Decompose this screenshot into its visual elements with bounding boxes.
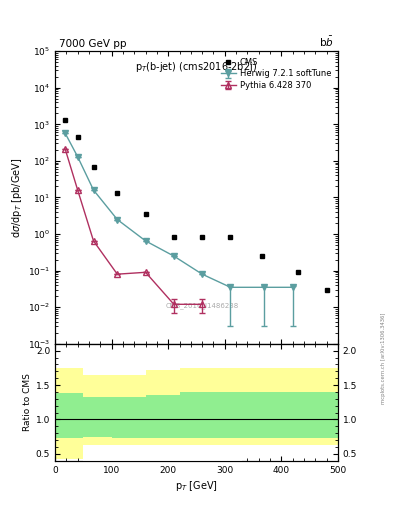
Text: p$_T$(b-jet) (cms2016-2b2j): p$_T$(b-jet) (cms2016-2b2j) bbox=[136, 60, 257, 74]
Line: CMS: CMS bbox=[63, 118, 329, 292]
CMS bbox=[259, 253, 264, 259]
CMS bbox=[143, 211, 148, 217]
Text: b$\bar{b}$: b$\bar{b}$ bbox=[320, 34, 334, 49]
CMS bbox=[296, 269, 301, 275]
CMS bbox=[324, 287, 329, 293]
CMS bbox=[63, 117, 68, 123]
CMS bbox=[75, 134, 80, 140]
CMS bbox=[200, 233, 204, 240]
Text: mcplots.cern.ch [arXiv:1306.3436]: mcplots.cern.ch [arXiv:1306.3436] bbox=[381, 313, 386, 404]
Text: 7000 GeV pp: 7000 GeV pp bbox=[59, 38, 127, 49]
CMS bbox=[91, 163, 96, 169]
CMS bbox=[115, 190, 119, 197]
CMS bbox=[171, 233, 176, 240]
Text: CMS_2016_I1486238: CMS_2016_I1486238 bbox=[165, 303, 239, 309]
X-axis label: p$_T$ [GeV]: p$_T$ [GeV] bbox=[175, 479, 218, 493]
Y-axis label: Ratio to CMS: Ratio to CMS bbox=[23, 373, 31, 431]
Legend: CMS, Herwig 7.2.1 softTune, Pythia 6.428 370: CMS, Herwig 7.2.1 softTune, Pythia 6.428… bbox=[218, 55, 334, 92]
Y-axis label: d$\sigma$/dp$_T$ [pb/GeV]: d$\sigma$/dp$_T$ [pb/GeV] bbox=[10, 157, 24, 238]
CMS bbox=[228, 233, 233, 240]
